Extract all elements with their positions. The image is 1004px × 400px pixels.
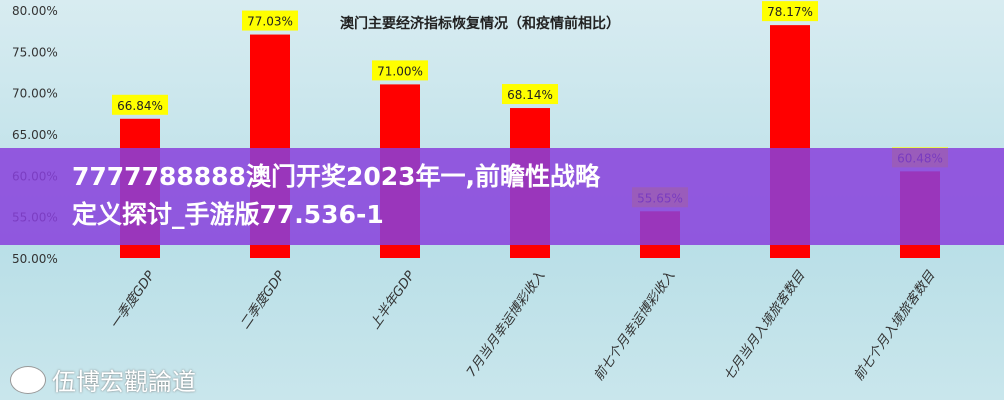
x-tick-label: 前七个月入境旅客数目 [851,267,939,383]
data-label: 68.14% [507,88,553,102]
y-tick-label: 50.00% [12,252,58,266]
wechat-icon [10,365,46,394]
x-tick-label: 二季度GDP [238,269,289,333]
data-label: 71.00% [377,64,423,78]
x-tick-label: 7月当月幸运博彩收入 [464,269,548,380]
watermark: 伍博宏觀論道 [10,362,196,397]
data-label-bg [112,94,168,115]
headline-text: 7777788888澳门开奖2023年一,前瞻性战略定义探讨_手游版77.536… [72,162,601,229]
x-tick-label: 上半年GDP [368,269,419,333]
x-tick-label: 七月当月入境旅客数目 [721,267,809,383]
y-tick-label: 80.00% [12,4,58,18]
data-label: 77.03% [247,15,293,29]
x-tick-label: 前七个月幸运博彩收入 [591,269,678,384]
data-label: 66.84% [117,99,163,113]
headline-banner: 7777788888澳门开奖2023年一,前瞻性战略定义探讨_手游版77.536… [0,148,1004,245]
data-label-bg [762,1,818,22]
watermark-text: 伍博宏觀論道 [52,368,196,396]
data-label-bg [502,84,558,105]
data-label-bg [372,60,428,81]
x-tick-label: 一季度GDP [108,269,159,333]
chart-title: 澳门主要经济指标恢复情况（和疫情前相比） [340,15,620,32]
data-label-bg [242,10,298,31]
y-tick-label: 70.00% [12,87,58,101]
y-tick-label: 75.00% [12,45,58,59]
data-label: 78.17% [767,5,813,19]
y-tick-label: 65.00% [12,128,58,142]
